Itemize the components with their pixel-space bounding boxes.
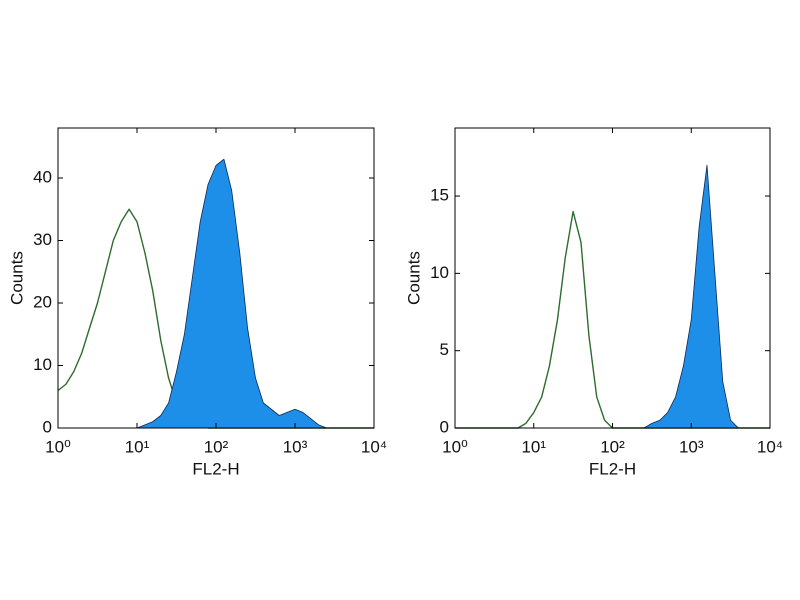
- x-tick-label: 10¹: [521, 437, 546, 456]
- y-tick-label: 30: [33, 230, 52, 249]
- x-tick-label: 10³: [283, 437, 308, 456]
- x-tick-label: 10¹: [125, 437, 150, 456]
- y-tick-label: 15: [430, 186, 449, 205]
- x-tick-label: 10⁴: [361, 437, 387, 456]
- x-tick-label: 10⁰: [442, 437, 468, 456]
- y-tick-label: 5: [440, 340, 449, 359]
- chart-panel: 0 10 20 30 40 10⁰ 10¹ 10² 10³ 10⁴ FL2-H Counts: [7, 127, 387, 478]
- x-tick-label: 10⁴: [757, 437, 783, 456]
- y-tick-label: 20: [33, 292, 52, 311]
- y-tick-label: 0: [43, 417, 52, 436]
- x-axis-label: FL2-H: [589, 459, 636, 478]
- chart-panel: 0 5 10 15 10⁰ 10¹ 10² 10³ 10⁴ FL2-H Counts: [404, 127, 783, 478]
- x-axis-label: FL2-H: [192, 459, 239, 478]
- y-tick-label: 40: [33, 167, 52, 186]
- x-tick-label: 10²: [600, 437, 625, 456]
- y-tick-label: 10: [430, 263, 449, 282]
- y-axis-label: Counts: [7, 251, 26, 305]
- y-tick-label: 0: [440, 417, 449, 436]
- y-axis-label: Counts: [404, 251, 423, 305]
- y-tick-label: 10: [33, 355, 52, 374]
- x-tick-label: 10⁰: [45, 437, 71, 456]
- x-tick-label: 10³: [679, 437, 704, 456]
- x-tick-label: 10²: [204, 437, 229, 456]
